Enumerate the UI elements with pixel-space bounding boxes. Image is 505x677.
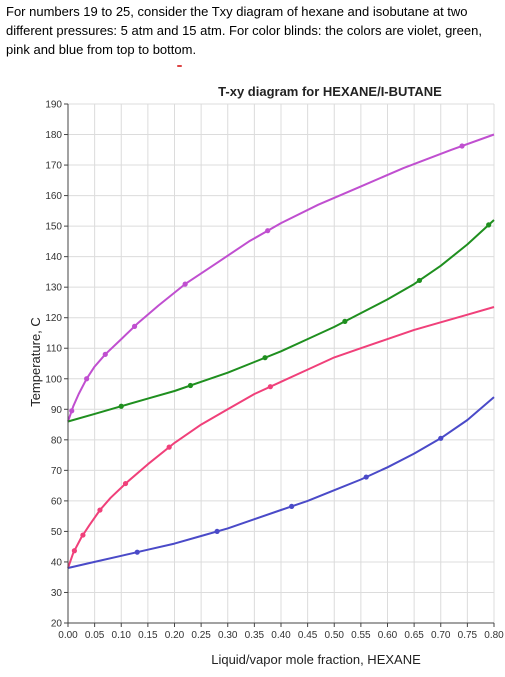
x-tick-label: 0.50 <box>325 630 345 641</box>
chart-title: T-xy diagram for HEXANE/I-BUTANE <box>218 84 442 99</box>
series-4-point <box>363 474 369 480</box>
x-tick-labels: 0.00 0.05 0.10 0.15 0.20 0.25 0.30 0.35 0.40 0.45… <box>58 623 504 641</box>
y-tick-label: 140 <box>45 252 62 263</box>
y-tick-label: 190 <box>45 100 62 111</box>
y-tick-label: 160 <box>45 191 62 202</box>
y-tick-label: 100 <box>45 374 62 385</box>
series-3-point <box>80 532 86 538</box>
x-tick-label: 0.20 <box>165 630 185 641</box>
series-4-point <box>289 503 295 509</box>
red-mark <box>177 65 182 67</box>
y-tick-label: 170 <box>45 161 62 172</box>
x-tick-label: 0.40 <box>271 630 291 641</box>
series-1-point <box>131 323 138 329</box>
series-line-1 <box>67 133 495 422</box>
y-tick-label: 40 <box>51 557 63 568</box>
series-1-point <box>459 143 465 149</box>
y-tick-label: 180 <box>45 130 62 141</box>
y-tick-label: 150 <box>45 222 62 233</box>
y-tick-label: 50 <box>51 527 63 538</box>
y-tick-label: 130 <box>45 283 62 294</box>
y-tick-label: 120 <box>45 313 62 324</box>
x-tick-label: 0.80 <box>484 630 504 641</box>
series-4-point <box>438 435 444 441</box>
grid-lines <box>67 103 495 624</box>
y-tick-label: 60 <box>51 496 63 507</box>
x-tick-label: 0.75 <box>458 630 478 641</box>
series-1-point <box>182 281 188 287</box>
x-tick-label: 0.00 <box>58 630 78 641</box>
x-tick-label: 0.55 <box>351 630 371 641</box>
series-line-3 <box>67 306 495 569</box>
y-tick-label: 80 <box>51 435 63 446</box>
x-tick-label: 0.25 <box>191 630 211 641</box>
series-2-point <box>342 318 348 324</box>
x-tick-label: 0.45 <box>298 630 318 641</box>
series-1-point <box>102 351 108 357</box>
series-1-point <box>69 408 75 414</box>
series-3-point <box>166 444 172 450</box>
series-2-point <box>486 222 492 228</box>
series-line-2 <box>67 219 495 423</box>
x-tick-label: 0.60 <box>378 630 398 641</box>
series-3-point <box>122 480 129 487</box>
x-tick-label: 0.35 <box>245 630 265 641</box>
series-2-point <box>262 355 268 361</box>
series-layer <box>67 133 495 569</box>
x-tick-label: 0.10 <box>112 630 132 641</box>
series-2-point <box>187 382 194 389</box>
series-1-point <box>84 376 90 382</box>
y-axis-label: Temperature, C <box>28 317 43 407</box>
series-3-point <box>267 384 273 390</box>
y-tick-label: 30 <box>51 588 63 599</box>
y-tick-label: 90 <box>51 405 63 416</box>
series-2-point <box>416 277 423 284</box>
x-tick-label: 0.05 <box>85 630 105 641</box>
series-2-point <box>118 403 124 409</box>
y-tick-label: 110 <box>46 344 62 355</box>
series-4-point <box>214 528 220 535</box>
y-tick-labels: 20 30 40 50 60 70 80 90 100 110 120 130 140 150 160 170… <box>45 100 68 630</box>
x-tick-label: 0.30 <box>218 630 238 641</box>
intro-text: For numbers 19 to 25, consider the Txy d… <box>6 4 482 57</box>
x-axis-label: Liquid/vapor mole fraction, HEXANE <box>211 652 421 667</box>
x-tick-label: 0.15 <box>138 630 158 641</box>
series-3-point <box>71 548 77 554</box>
y-tick-label: 70 <box>51 466 63 477</box>
series-1-point <box>265 228 271 234</box>
y-tick-label: 20 <box>51 619 63 630</box>
x-tick-label: 0.70 <box>431 630 451 641</box>
series-3-point <box>97 507 103 513</box>
x-tick-label: 0.65 <box>404 630 424 641</box>
series-4-point <box>134 549 140 555</box>
